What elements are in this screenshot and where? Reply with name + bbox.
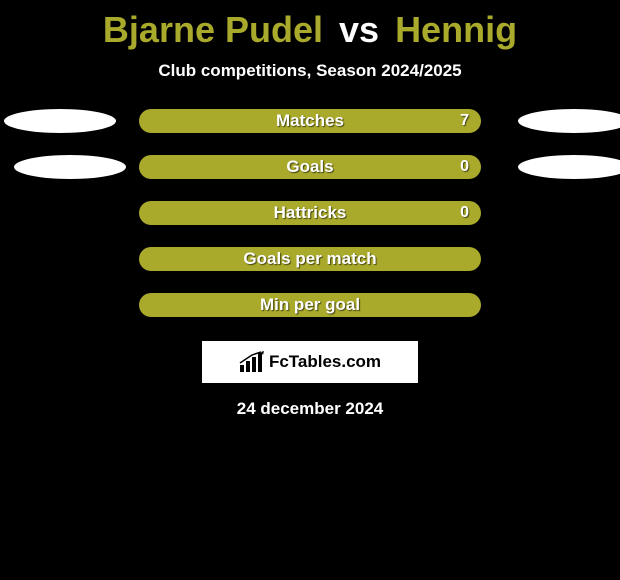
right-bubble (518, 155, 620, 179)
left-bubble (14, 155, 126, 179)
stat-bar: Min per goal (139, 293, 481, 317)
stat-row-min-per-goal: Min per goal (0, 293, 620, 317)
stat-row-goals-per-match: Goals per match (0, 247, 620, 271)
player1-name: Bjarne Pudel (103, 9, 323, 50)
stat-value-right: 7 (460, 112, 469, 130)
subtitle: Club competitions, Season 2024/2025 (0, 61, 620, 81)
stat-label: Goals (139, 157, 481, 177)
logo-chart-icon (239, 351, 265, 373)
logo-text: FcTables.com (269, 352, 381, 372)
right-bubble (518, 109, 620, 133)
vs-label: vs (339, 9, 379, 50)
stat-label: Min per goal (139, 295, 481, 315)
logo-box: FcTables.com (202, 341, 418, 383)
logo: FcTables.com (239, 351, 381, 373)
stat-bar: Goals per match (139, 247, 481, 271)
stat-label: Goals per match (139, 249, 481, 269)
stat-bar: Hattricks 0 (139, 201, 481, 225)
stat-value-right: 0 (460, 204, 469, 222)
stat-row-hattricks: Hattricks 0 (0, 201, 620, 225)
date-label: 24 december 2024 (0, 399, 620, 419)
stat-rows: Matches 7 Goals 0 Hattricks 0 Goals per … (0, 109, 620, 317)
stat-row-matches: Matches 7 (0, 109, 620, 133)
stat-bar: Goals 0 (139, 155, 481, 179)
player2-name: Hennig (395, 9, 517, 50)
stat-label: Hattricks (139, 203, 481, 223)
stat-bar: Matches 7 (139, 109, 481, 133)
stat-label: Matches (139, 111, 481, 131)
left-bubble (4, 109, 116, 133)
stat-row-goals: Goals 0 (0, 155, 620, 179)
page-title: Bjarne Pudel vs Hennig (0, 0, 620, 51)
stat-value-right: 0 (460, 158, 469, 176)
